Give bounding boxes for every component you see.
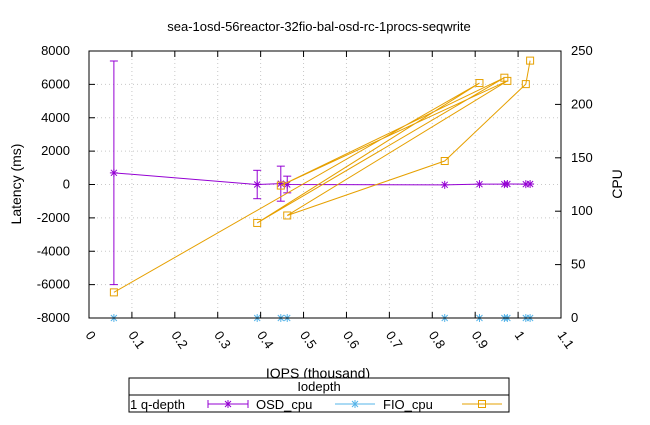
y-tick-label: -4000 [37, 243, 70, 258]
data-point [283, 211, 292, 220]
x-tick-label: 0.3 [211, 328, 234, 351]
legend-sample-osd-cpu [335, 400, 375, 408]
x-tick-label: 1 [512, 328, 528, 343]
data-point [526, 179, 535, 188]
y2-tick-label: 200 [571, 96, 593, 111]
x-tick-label: 0 [83, 328, 99, 343]
data-point [253, 180, 262, 189]
series-1-q-depth [109, 60, 535, 286]
data-point [109, 168, 118, 177]
y-tick-label: 8000 [41, 43, 70, 58]
y-axis: -8000 -6000 -4000 -2000 0 2000 4000 6000 8000 [37, 43, 95, 325]
data-point [109, 288, 118, 297]
y2-tick-label: 250 [571, 43, 593, 58]
x-tick-label: 0.9 [469, 328, 492, 351]
x-axis: 0 0.1 0.2 0.3 0.4 0.5 0.6 0.7 0.8 0.9 1 1.1 [83, 51, 578, 352]
y2-axis: 0 50 100 150 200 250 [555, 43, 593, 325]
x-tick-label: 0.7 [383, 328, 406, 351]
legend-marker [351, 400, 359, 408]
legend-sample-1-q-depth [207, 400, 249, 408]
y-tick-label: 2000 [41, 143, 70, 158]
data-point [526, 56, 535, 65]
data-point [475, 180, 484, 189]
y-tick-label: 6000 [41, 76, 70, 91]
legend-marker [224, 400, 232, 408]
legend: Iodepth 1 q-depth OSD_cpu FIO_cpu [128, 377, 510, 413]
legend-entry-label: OSD_cpu [256, 397, 312, 412]
series-line-fio-cpu [113, 60, 531, 293]
x-tick-label: 0.1 [125, 328, 148, 351]
x-axis-label: IOPS (thousand) [266, 365, 370, 381]
y-axis-label: Latency (ms) [8, 144, 24, 225]
data-point [276, 179, 285, 188]
x-tick-label: 1.1 [555, 328, 578, 351]
y2-tick-label: 100 [571, 203, 593, 218]
data-point [503, 179, 512, 188]
data-point [521, 80, 530, 89]
y-tick-label: -8000 [37, 310, 70, 325]
data-point [276, 181, 285, 190]
y2-tick-label: 150 [571, 150, 593, 165]
legend-entry-label: FIO_cpu [383, 397, 433, 412]
series-layer [109, 56, 535, 322]
y2-axis-label: CPU [609, 169, 625, 199]
y2-tick-label: 0 [571, 310, 578, 325]
y-tick-label: 0 [63, 177, 70, 192]
y-tick-label: 4000 [41, 110, 70, 125]
x-tick-label: 0.6 [340, 328, 363, 351]
legend-sample-fio-cpu [462, 400, 502, 408]
series-fio-cpu [109, 56, 535, 297]
data-point [521, 180, 530, 189]
data-point [253, 218, 262, 227]
y-tick-label: -6000 [37, 277, 70, 292]
legend-title: Iodepth [297, 379, 340, 394]
series-line-1-q-depth [113, 172, 531, 186]
data-point [440, 180, 449, 189]
x-tick-label: 0.8 [426, 328, 449, 351]
y-tick-label: -2000 [37, 210, 70, 225]
chart-title: sea-1osd-56reactor-32fio-bal-osd-rc-1pro… [167, 19, 470, 34]
data-point [503, 76, 512, 85]
y2-tick-label: 50 [571, 257, 585, 272]
data-point [283, 180, 292, 189]
x-tick-label: 0.4 [254, 328, 277, 351]
x-tick-label: 0.2 [168, 328, 191, 351]
legend-marker [478, 400, 486, 408]
x-tick-label: 0.5 [297, 328, 320, 351]
data-point [440, 157, 449, 166]
data-point [475, 79, 484, 88]
legend-entry-label: 1 q-depth [130, 397, 185, 412]
